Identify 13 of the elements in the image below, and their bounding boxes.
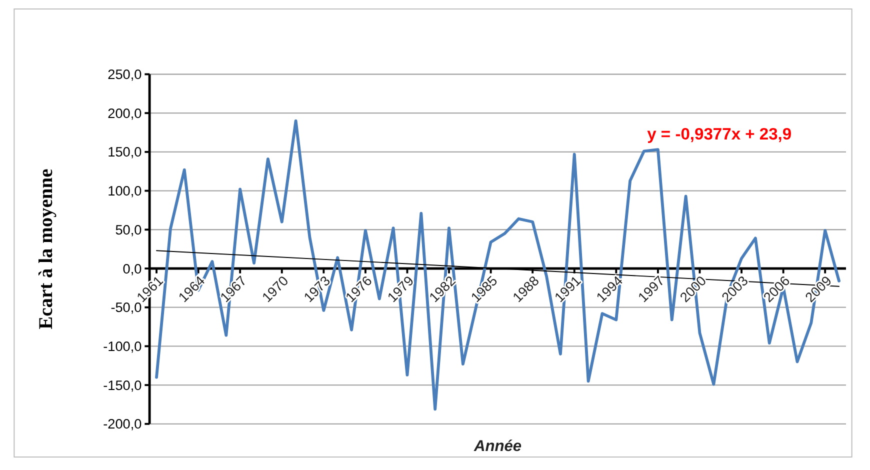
y-axis-title: Ecart à la moyenne	[36, 168, 58, 330]
y-tick-label: -200,0	[103, 416, 142, 432]
y-tick-label: 100,0	[108, 184, 142, 199]
y-tick-label: 50,0	[115, 222, 142, 238]
y-tick-label: 0,0	[122, 261, 142, 276]
annotation: y = -0,9377x + 23,9	[647, 124, 792, 144]
y-tick-label: 200,0	[108, 106, 142, 121]
y-tick-label: 250,0	[108, 67, 142, 82]
y-tick-label: -150,0	[103, 378, 142, 393]
y-tick-label: -100,0	[103, 338, 142, 354]
x-axis-title: Année	[472, 438, 522, 456]
y-tick-label: -50,0	[110, 300, 142, 316]
y-tick-label: 150,0	[108, 144, 142, 160]
